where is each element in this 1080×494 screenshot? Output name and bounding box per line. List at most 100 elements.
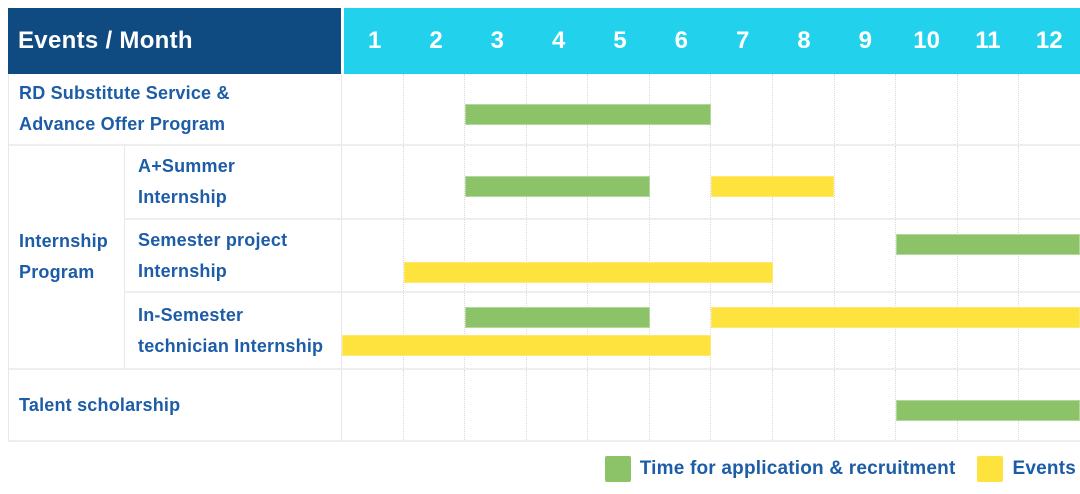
group-label-internship-program: Internship Program bbox=[9, 146, 125, 370]
month-header-4: 4 bbox=[551, 27, 566, 54]
gantt-bar-yellow bbox=[342, 335, 711, 356]
row-label-line: Talent scholarship bbox=[19, 394, 181, 415]
month-column bbox=[835, 293, 897, 368]
month-header-5: 5 bbox=[613, 27, 627, 54]
month-column bbox=[527, 220, 589, 291]
month-column bbox=[773, 146, 835, 218]
month-column bbox=[404, 146, 466, 218]
events-month-table: Events / Month 1 2 3 4 5 6 7 8 9 10 11 12 RD Substi… bbox=[8, 8, 1080, 442]
month-column bbox=[773, 370, 835, 440]
month-column bbox=[1019, 146, 1080, 218]
month-header-9: 9 bbox=[858, 27, 872, 54]
legend-swatch-green bbox=[604, 456, 631, 482]
legend-item-application-recruitment: Time for application & recruitment bbox=[604, 456, 956, 482]
month-column bbox=[711, 74, 774, 144]
month-column bbox=[650, 220, 712, 291]
month-column bbox=[896, 293, 958, 368]
month-column bbox=[958, 74, 1020, 144]
gantt-bar-yellow bbox=[711, 307, 1080, 328]
month-column bbox=[404, 74, 466, 144]
month-column bbox=[465, 220, 527, 291]
month-column bbox=[958, 220, 1020, 291]
month-column bbox=[650, 370, 712, 440]
month-column bbox=[342, 146, 404, 218]
month-column bbox=[650, 146, 712, 218]
month-column bbox=[958, 293, 1020, 368]
legend-label-application-recruitment: Time for application & recruitment bbox=[639, 458, 956, 479]
month-header-3: 3 bbox=[490, 27, 504, 54]
gantt-bar-yellow bbox=[403, 262, 773, 283]
month-column bbox=[711, 370, 774, 440]
month-column bbox=[835, 220, 897, 291]
gantt-bar-green bbox=[465, 307, 650, 328]
gantt-bar-green bbox=[465, 104, 711, 125]
month-column bbox=[896, 220, 958, 291]
month-column bbox=[711, 220, 774, 291]
month-grid-row bbox=[342, 146, 1080, 220]
legend-swatch-yellow bbox=[977, 456, 1004, 482]
group-label-line: Internship bbox=[19, 231, 109, 251]
row-label: RD Substitute Service & Advance Offer Pro… bbox=[9, 74, 342, 146]
month-column bbox=[773, 293, 835, 368]
month-header-8: 8 bbox=[797, 27, 811, 54]
gantt-body: RD Substitute Service & Advance Offer Pro… bbox=[8, 74, 1080, 442]
row-label: In-Semester technician Internship bbox=[125, 293, 342, 370]
month-column bbox=[527, 293, 589, 368]
legend-item-events: Events bbox=[977, 456, 1076, 482]
month-column bbox=[465, 293, 527, 368]
legend: Time for application & recruitment Event… bbox=[604, 456, 1076, 482]
month-column bbox=[342, 370, 404, 440]
row-label-line: Semester project bbox=[138, 229, 288, 250]
month-column bbox=[404, 293, 466, 368]
row-label-line: Internship bbox=[138, 260, 228, 281]
month-column bbox=[342, 293, 404, 368]
table-header: Events / Month 1 2 3 4 5 6 7 8 9 10 11 12 bbox=[8, 8, 1080, 74]
month-grid-row bbox=[342, 220, 1080, 293]
month-column bbox=[711, 293, 774, 368]
month-column bbox=[588, 370, 650, 440]
month-header-11: 11 bbox=[975, 27, 1001, 54]
month-column bbox=[1019, 220, 1080, 291]
group-label-line: Program bbox=[19, 262, 95, 282]
month-grid-row bbox=[342, 293, 1080, 370]
legend-label-events: Events bbox=[1012, 458, 1076, 479]
row-label-line: RD Substitute Service & bbox=[19, 83, 230, 103]
row-label: Talent scholarship bbox=[9, 370, 342, 442]
month-header-10: 10 bbox=[913, 27, 940, 54]
month-column bbox=[773, 220, 835, 291]
month-column bbox=[958, 146, 1020, 218]
month-grid-row bbox=[342, 74, 1080, 146]
month-column bbox=[773, 74, 835, 144]
month-column bbox=[588, 220, 650, 291]
month-column bbox=[342, 74, 404, 144]
month-grid-row bbox=[342, 370, 1080, 442]
gantt-bar-green bbox=[895, 400, 1080, 421]
month-column bbox=[896, 146, 958, 218]
row-label: A+Summer Internship bbox=[125, 146, 342, 220]
month-column bbox=[342, 220, 404, 291]
month-column bbox=[465, 370, 527, 440]
month-header-1: 1 bbox=[367, 27, 382, 54]
month-column bbox=[404, 220, 466, 291]
header-months: 1 2 3 4 5 6 7 8 9 10 11 12 bbox=[344, 8, 1080, 74]
month-column bbox=[835, 370, 897, 440]
month-column bbox=[650, 293, 712, 368]
month-header-6: 6 bbox=[674, 27, 688, 54]
row-label-line: technician Internship bbox=[138, 335, 324, 356]
month-column bbox=[1019, 74, 1080, 144]
month-column bbox=[527, 370, 589, 440]
month-header-7: 7 bbox=[735, 27, 750, 54]
gantt-bar-green bbox=[465, 176, 650, 197]
month-column bbox=[588, 293, 650, 368]
row-label: Semester project Internship bbox=[125, 220, 342, 293]
month-column bbox=[835, 146, 897, 218]
month-column bbox=[1019, 293, 1080, 368]
month-column bbox=[896, 74, 958, 144]
header-events-month-cell: Events / Month bbox=[8, 8, 341, 74]
month-header-2: 2 bbox=[429, 27, 443, 54]
row-label-line: A+Summer bbox=[138, 156, 236, 176]
row-label-line: Internship bbox=[138, 187, 228, 207]
month-header-12: 12 bbox=[1035, 27, 1063, 54]
row-label-line: Advance Offer Program bbox=[19, 114, 226, 134]
